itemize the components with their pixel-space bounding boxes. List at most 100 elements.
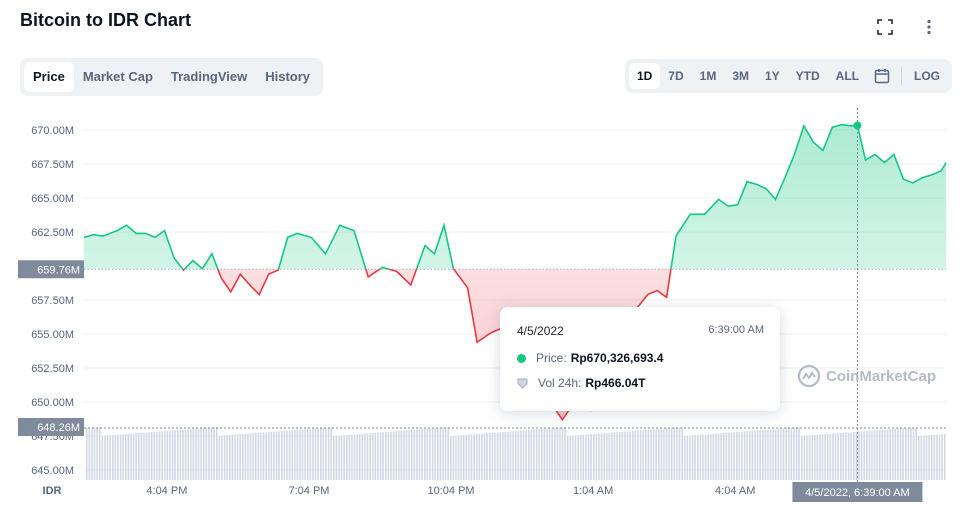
volume-bar xyxy=(268,432,270,480)
volume-bar xyxy=(645,430,647,480)
volume-bar xyxy=(481,433,483,480)
volume-bar xyxy=(795,427,798,480)
x-tick-label: 1:04 AM xyxy=(573,485,613,497)
volume-bar xyxy=(424,429,426,480)
volume-bar xyxy=(816,434,819,480)
volume-bar xyxy=(892,429,894,480)
volume-bar xyxy=(99,427,101,480)
price-chart[interactable]: 670.00M 667.50M 665.00M 662.50M 657.50M 655.0… xyxy=(0,100,976,511)
range-ytd[interactable]: YTD xyxy=(795,69,820,83)
header-actions xyxy=(874,16,940,38)
volume-bar xyxy=(127,433,130,480)
volume-bar xyxy=(665,428,668,480)
volume-bar xyxy=(231,434,234,480)
volume-bar xyxy=(759,430,761,480)
volume-bar xyxy=(192,428,195,480)
volume-bar xyxy=(764,429,767,480)
volume-bar xyxy=(723,433,725,480)
volume-bar xyxy=(262,432,265,480)
volume-bar xyxy=(637,430,639,480)
volume-bar xyxy=(720,433,722,480)
area-fill-up xyxy=(84,124,946,270)
volume-axis-label: 648.26M xyxy=(37,422,80,434)
volume-bar xyxy=(925,435,928,480)
volume-bar xyxy=(322,427,325,480)
volume-bar xyxy=(850,432,852,480)
volume-bar xyxy=(819,434,821,480)
tooltip-time: 6:39:00 AM xyxy=(708,324,764,336)
range-1m[interactable]: 1M xyxy=(699,69,717,83)
volume-bar xyxy=(291,430,293,480)
volume-bar xyxy=(145,432,148,480)
volume-bar xyxy=(710,434,712,480)
volume-bar xyxy=(881,429,884,480)
volume-bar xyxy=(902,428,904,480)
volume-bar xyxy=(361,433,364,480)
tab-market-cap[interactable]: Market Cap xyxy=(82,69,153,84)
fullscreen-icon[interactable] xyxy=(874,16,896,38)
volume-bar xyxy=(93,427,96,480)
y-tick-label: 667.50M xyxy=(31,159,74,171)
range-7d[interactable]: 7D xyxy=(668,69,684,83)
volume-bar xyxy=(689,435,691,480)
y-tick-label: 665.00M xyxy=(31,193,74,205)
volume-bar xyxy=(366,433,369,480)
volume-bar xyxy=(790,427,793,480)
volume-bar xyxy=(829,433,832,480)
volume-bar xyxy=(920,435,923,480)
volume-bar xyxy=(86,428,88,480)
volume-bar xyxy=(658,429,660,480)
tooltip-date: 4/5/2022 xyxy=(517,324,564,338)
volume-bar xyxy=(359,434,361,480)
volume-bar xyxy=(171,430,174,480)
volume-bar xyxy=(793,427,795,480)
volume-bar xyxy=(811,435,813,480)
more-icon[interactable] xyxy=(918,16,940,38)
currency-label: IDR xyxy=(43,485,62,497)
range-1y[interactable]: 1Y xyxy=(764,69,780,83)
calendar-icon[interactable] xyxy=(867,63,897,89)
range-log[interactable]: LOG xyxy=(914,69,940,83)
volume-bar xyxy=(676,427,678,480)
volume-bar xyxy=(733,432,735,480)
volume-bar xyxy=(460,435,462,480)
tab-tradingview[interactable]: TradingView xyxy=(170,69,248,84)
volume-bar xyxy=(88,427,91,480)
volume-bar xyxy=(842,432,845,480)
volume-bar xyxy=(283,430,286,480)
price-line-up xyxy=(83,123,947,270)
volume-bar xyxy=(530,429,533,480)
range-1d[interactable]: 1D xyxy=(628,63,661,89)
volume-bar xyxy=(439,427,442,480)
volume-bar xyxy=(489,433,491,480)
volume-bar xyxy=(863,431,865,480)
volume-bar xyxy=(515,431,517,480)
volume-bar xyxy=(668,428,670,480)
volume-bar xyxy=(257,432,260,480)
volume-bar xyxy=(491,432,494,480)
y-tick-label: 650.00M xyxy=(31,397,74,409)
volume-bar xyxy=(632,431,634,480)
volume-bar xyxy=(304,429,306,480)
range-all[interactable]: ALL xyxy=(835,69,859,83)
volume-bar xyxy=(775,429,777,480)
range-3m[interactable]: 3M xyxy=(732,69,749,83)
volume-bar xyxy=(725,432,728,480)
volume-bar xyxy=(738,431,741,480)
volume-bar xyxy=(595,433,598,480)
volume-bar xyxy=(437,428,439,480)
volume-bar xyxy=(455,435,457,480)
volume-bar xyxy=(572,435,574,480)
volume-bar xyxy=(187,429,189,480)
volume-bar xyxy=(91,427,93,480)
volume-bar xyxy=(447,427,449,480)
volume-bar xyxy=(827,434,829,480)
tab-price[interactable]: Price xyxy=(24,62,74,92)
volume-bar xyxy=(208,427,210,480)
volume-bar xyxy=(533,429,535,480)
volume-bar xyxy=(743,431,746,480)
tab-history[interactable]: History xyxy=(265,69,311,84)
tooltip-volume-label: Vol 24h: xyxy=(538,376,582,390)
volume-bar xyxy=(247,433,249,480)
volume-bar xyxy=(281,431,283,480)
